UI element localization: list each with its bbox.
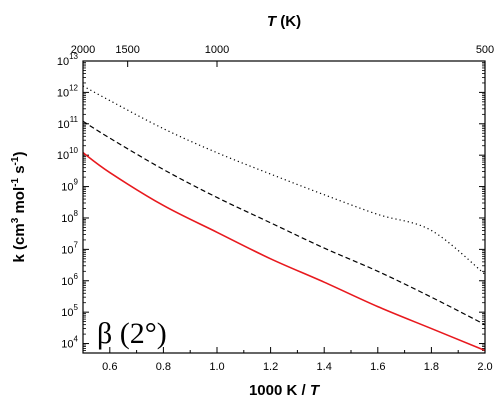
x-tick-label: 1.4	[317, 361, 332, 373]
y-tick-label: 104	[61, 335, 78, 351]
series-line-solid	[82, 152, 486, 352]
plot-frame	[82, 60, 486, 354]
x-tick-label: 0.6	[102, 361, 117, 373]
x-tick-label: 1.8	[424, 361, 439, 373]
y-tick-label: 1011	[57, 115, 78, 131]
y-tick-label: 1010	[57, 146, 79, 162]
ticks-layer: 0.6 0.8 1.0 1.2 1.4 1.6 1.8 2.0 2000 1500 1000 500 1…	[57, 44, 494, 373]
x-tick-label: 1.0	[209, 361, 224, 373]
top-x-tick-label: 500	[476, 44, 494, 56]
top-x-tick-label: 1000	[205, 44, 229, 56]
y-tick-label: 108	[61, 209, 78, 225]
y-tick-label: 106	[61, 272, 78, 288]
series-line-dotted	[82, 85, 486, 275]
top-x-axis-title: T (K)	[267, 13, 301, 30]
y-tick-label: 1013	[57, 52, 79, 68]
y-axis-title: k (cm3 mol-1 s-1)	[10, 152, 28, 263]
x-axis-title: 1000 K / T	[249, 382, 321, 399]
x-tick-label: 0.8	[156, 361, 171, 373]
top-x-tick-label: 1500	[115, 44, 139, 56]
annotation: β (2°)	[97, 317, 167, 350]
y-tick-label: 109	[61, 178, 78, 194]
series-line-dashed	[82, 120, 486, 326]
x-tick-label: 1.6	[370, 361, 385, 373]
x-tick-label: 2.0	[477, 361, 492, 373]
top-x-tick-label: 2000	[71, 44, 95, 56]
y-tick-label: 107	[61, 240, 78, 256]
y-tick-label: 1012	[57, 83, 79, 99]
y-tick-label: 105	[61, 303, 78, 319]
series-layer	[82, 85, 486, 352]
x-tick-label: 1.2	[263, 361, 278, 373]
